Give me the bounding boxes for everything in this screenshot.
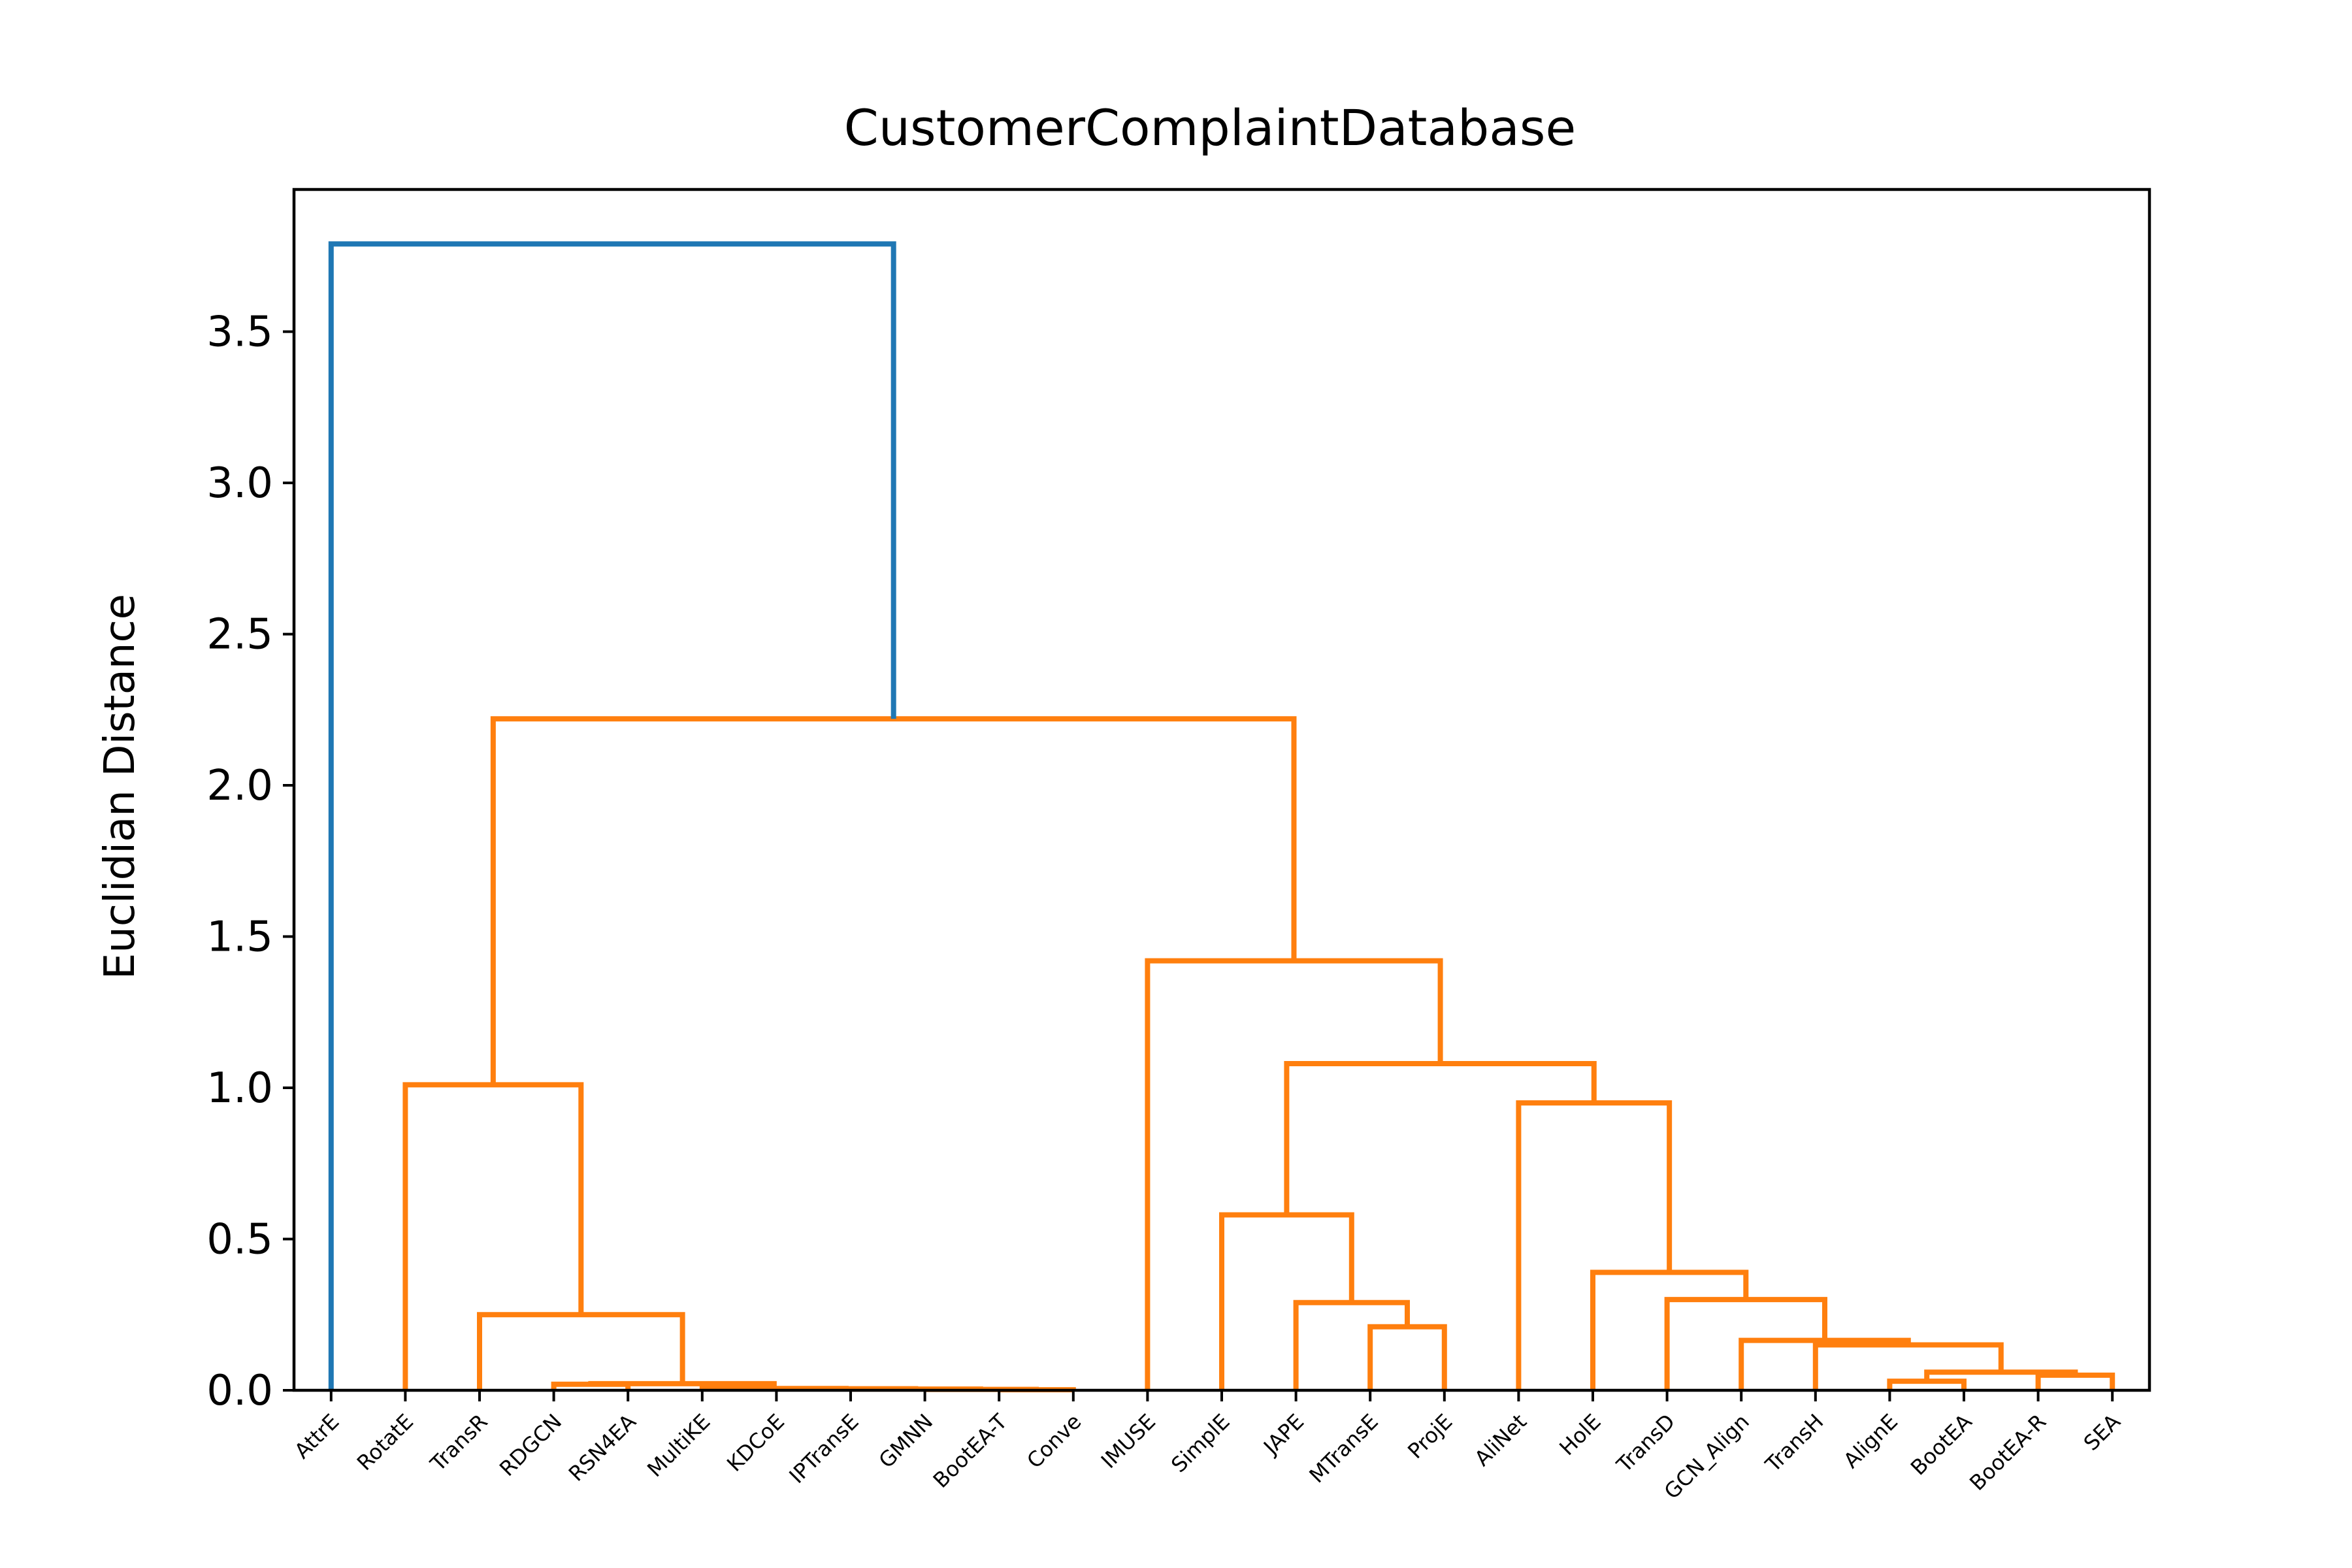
y-tick-label: 0.0 (206, 1367, 273, 1415)
dendrogram-link-n12 (1219, 1212, 1354, 1390)
dendrogram-links (328, 241, 2115, 1393)
y-tick-label: 3.5 (206, 308, 273, 357)
dendrogram-link-n17 (1739, 1337, 1911, 1390)
dendrogram-link-n24 (328, 241, 896, 1390)
dendrogram-link-n20 (1516, 1100, 1673, 1390)
dendrogram-link-n11 (1293, 1299, 1410, 1390)
dendrogram-link-n21 (1284, 1060, 1597, 1215)
y-tick-label: 2.0 (206, 762, 273, 810)
y-axis-ticks: 0.0 0.5 1.0 1.5 2.0 2.5 3.0 3.5 (206, 308, 294, 1415)
dendrogram-link-n9 (402, 1082, 584, 1390)
dendrogram-link-n8 (477, 1312, 685, 1390)
y-tick-label: 1.0 (206, 1064, 273, 1113)
y-tick-label: 3.0 (206, 459, 273, 508)
y-tick-label: 2.5 (206, 611, 273, 659)
y-tick-label: 0.5 (206, 1216, 273, 1264)
dendrogram-link-n18 (1664, 1297, 1827, 1390)
chart-title: CustomerComplaintDatabase (844, 99, 1576, 157)
dendrogram-link-n10 (1367, 1324, 1447, 1390)
y-axis-label: Euclidian Distance (96, 594, 144, 979)
y-tick-label: 1.5 (206, 913, 273, 962)
plot-area-frame (292, 188, 2151, 1392)
dendrogram-link-n22 (1145, 958, 1443, 1390)
